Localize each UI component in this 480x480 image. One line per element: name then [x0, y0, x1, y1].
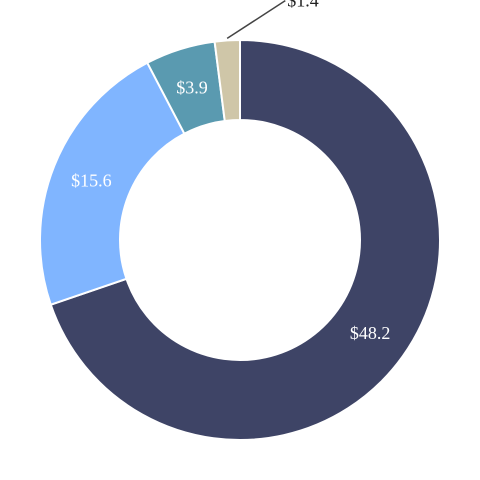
donut-slice-2	[39, 61, 186, 307]
data-label-3: $3.9	[176, 77, 208, 97]
donut-labels: $48.2 $15.6 $3.9 $1.4	[71, 0, 390, 343]
data-label-4: $1.4	[287, 0, 319, 11]
donut-slice-4	[213, 38, 241, 123]
data-label-1: $48.2	[350, 323, 391, 343]
data-label-2: $15.6	[71, 171, 112, 191]
leader-line-4	[226, 0, 286, 40]
donut-slices	[39, 38, 441, 441]
donut-slice-1	[49, 38, 441, 441]
